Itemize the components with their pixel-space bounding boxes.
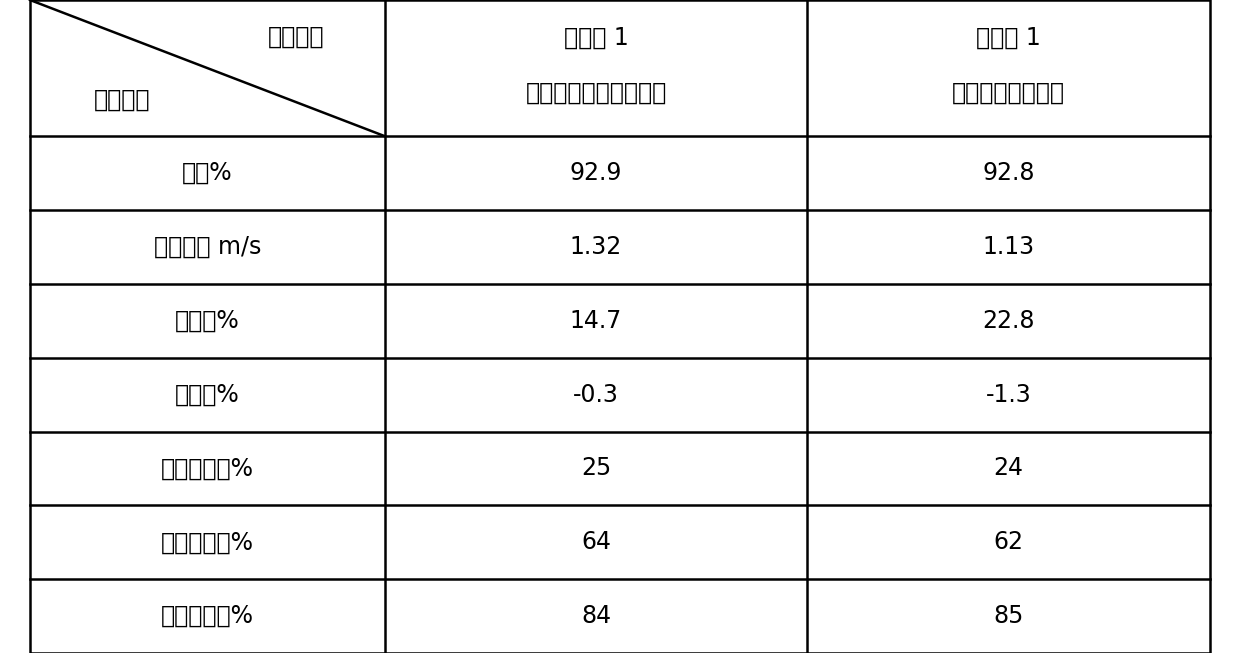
Text: 85: 85 <box>993 604 1024 628</box>
Text: 92.8: 92.8 <box>982 161 1034 185</box>
Text: 表面强度 m/s: 表面强度 m/s <box>154 235 262 259</box>
Text: 1.32: 1.32 <box>570 235 622 259</box>
Text: 湿拉毛%: 湿拉毛% <box>175 383 239 407</box>
Text: 湿排斥%: 湿排斥% <box>175 309 239 333</box>
Text: 涂布光泽度%: 涂布光泽度% <box>161 530 254 554</box>
Text: 84: 84 <box>580 604 611 628</box>
Text: 22.8: 22.8 <box>982 309 1034 333</box>
Text: 白度%: 白度% <box>182 161 233 185</box>
Text: 92.9: 92.9 <box>570 161 622 185</box>
Text: 1.13: 1.13 <box>982 235 1034 259</box>
Text: 样品名称: 样品名称 <box>268 25 325 49</box>
Text: （文石型轻馒组合物）: （文石型轻馒组合物） <box>526 81 667 104</box>
Text: 对比例 1: 对比例 1 <box>976 26 1040 50</box>
Text: 64: 64 <box>582 530 611 554</box>
Text: 对比指标: 对比指标 <box>94 88 150 112</box>
Text: 62: 62 <box>993 530 1023 554</box>
Text: （高岭土组合物）: （高岭土组合物） <box>952 81 1065 104</box>
Text: -1.3: -1.3 <box>986 383 1032 407</box>
Text: 14.7: 14.7 <box>570 309 622 333</box>
Text: 实施例 1: 实施例 1 <box>564 26 629 50</box>
Text: 印刷光泽度%: 印刷光泽度% <box>161 604 254 628</box>
Text: 24: 24 <box>993 456 1023 481</box>
Text: -0.3: -0.3 <box>573 383 619 407</box>
Text: 25: 25 <box>580 456 611 481</box>
Text: 油墨吸收性%: 油墨吸收性% <box>161 456 254 481</box>
